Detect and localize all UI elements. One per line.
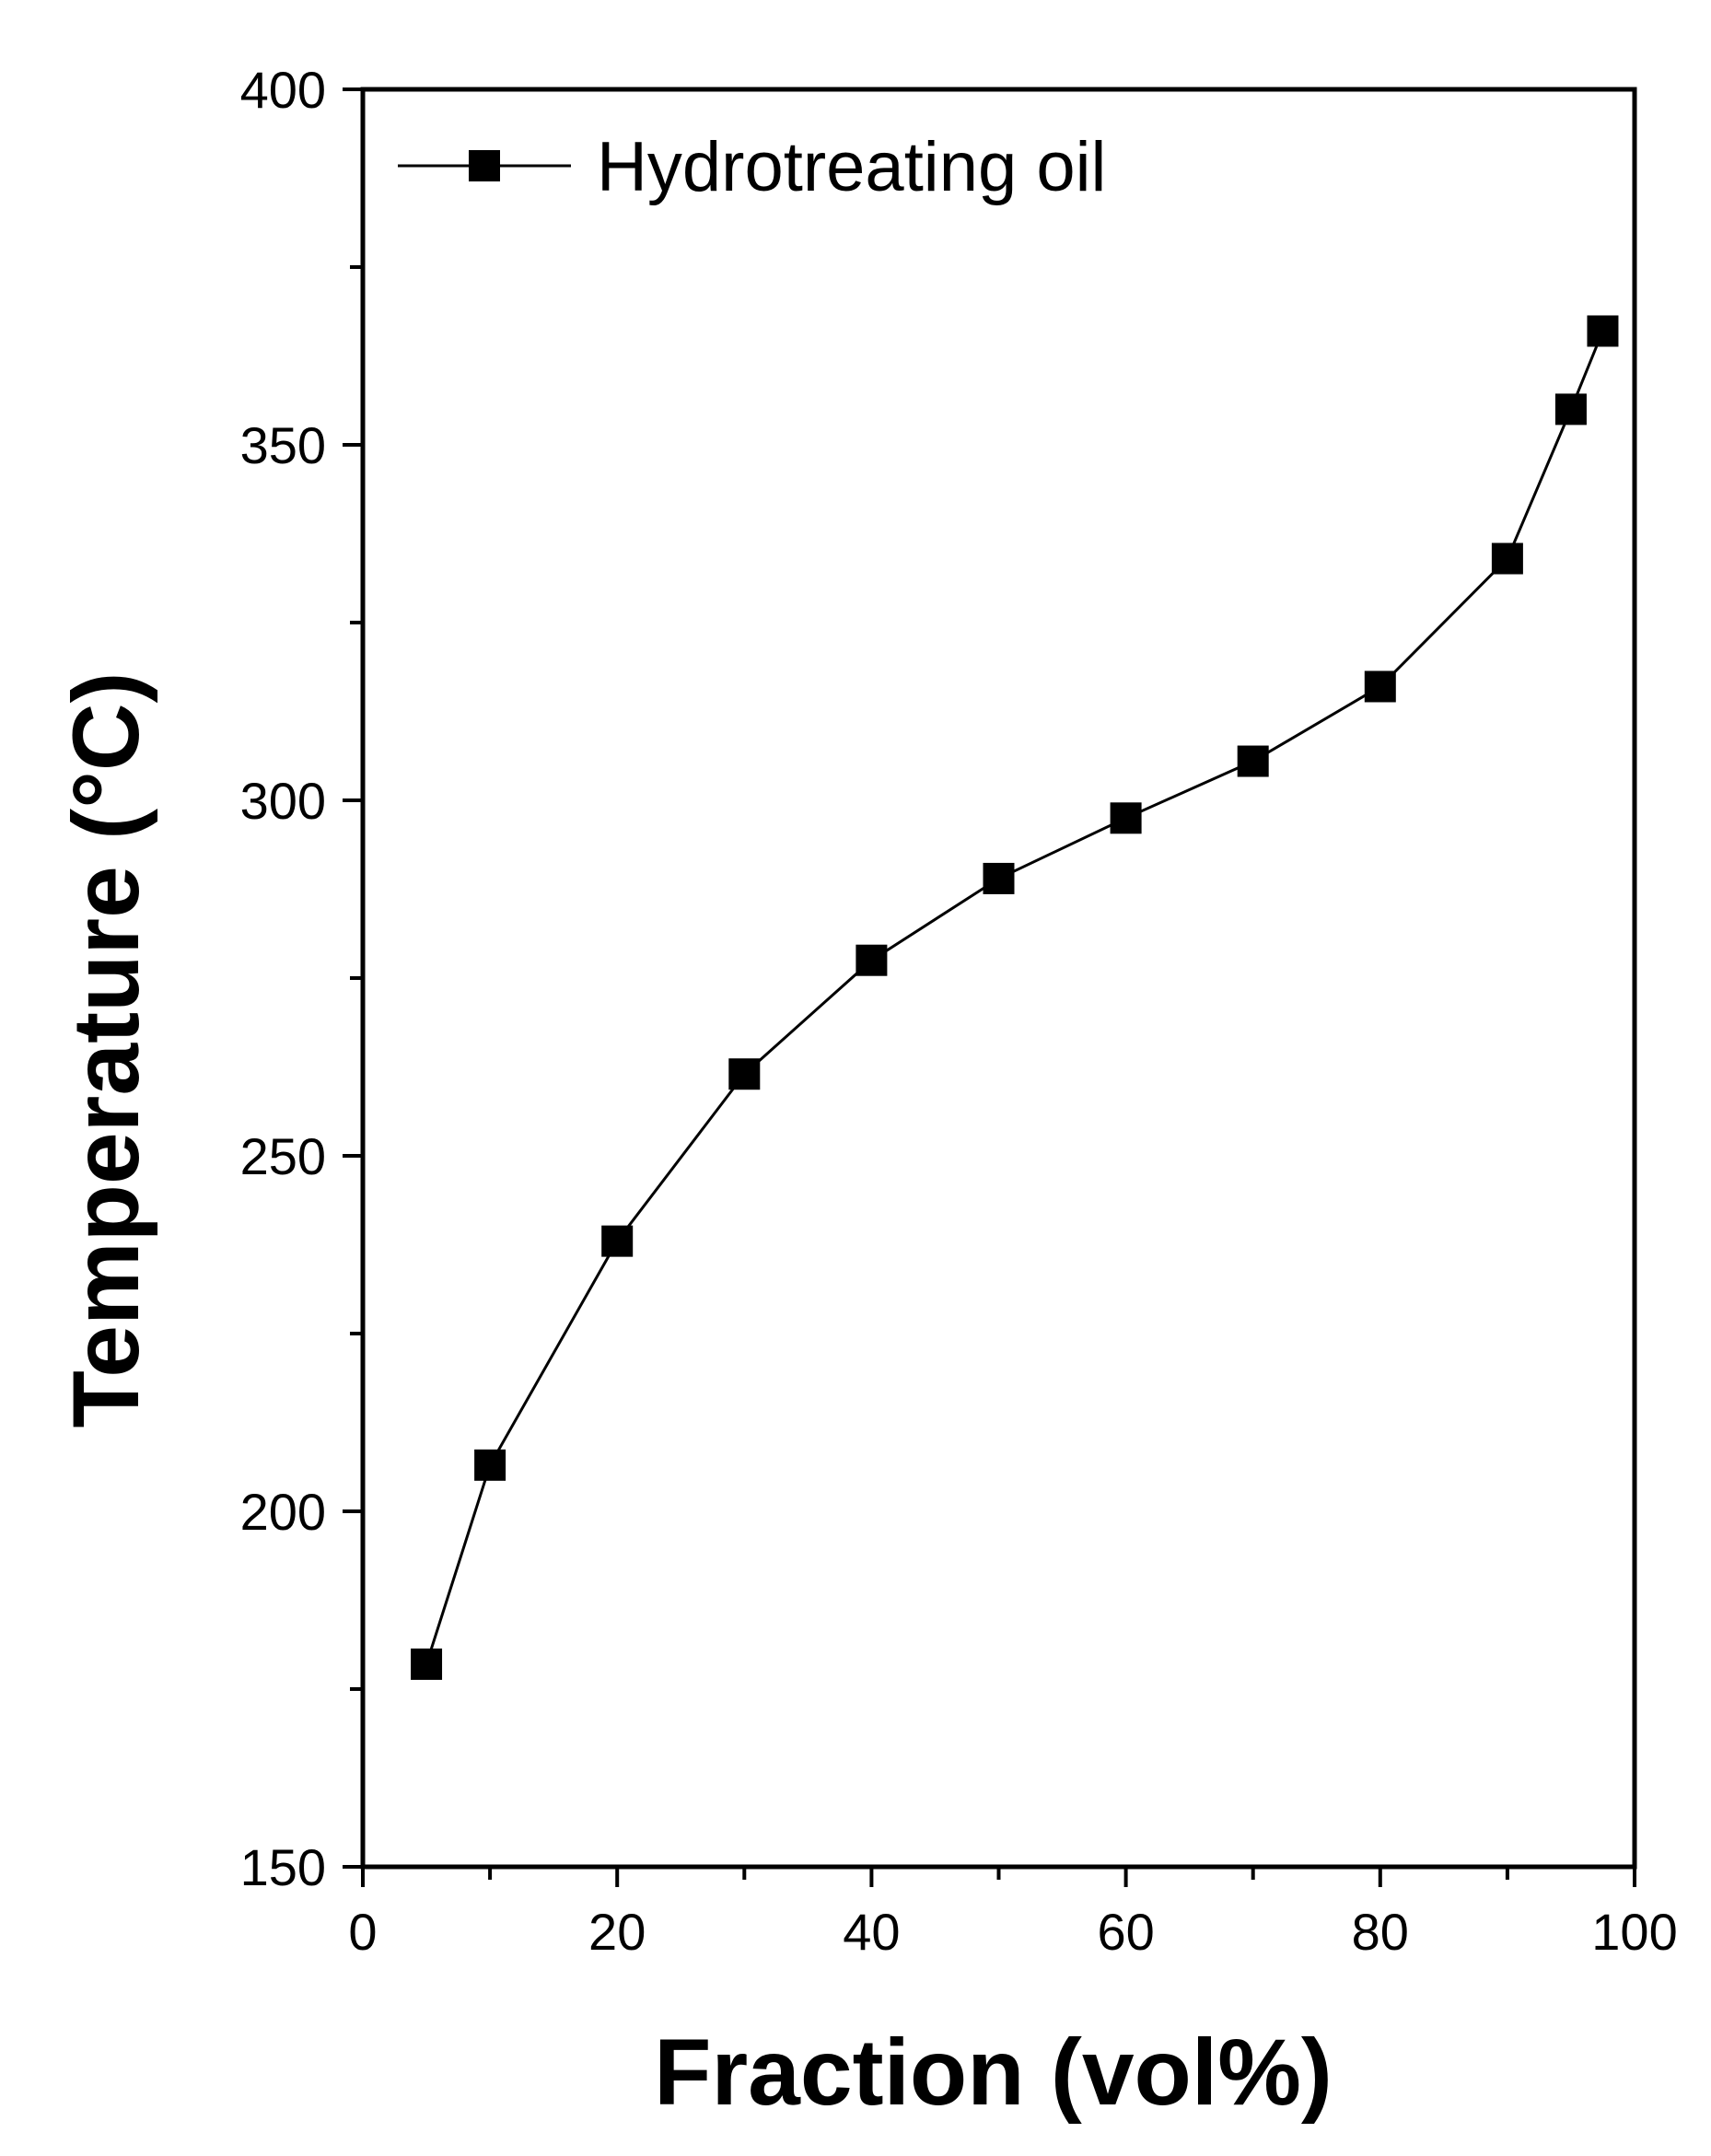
y-axis-title: Temperature (°C) — [53, 671, 158, 1428]
series-line — [425, 330, 1604, 1665]
x-tick-label: 40 — [843, 1903, 900, 1961]
data-point — [856, 944, 888, 976]
data-point — [1587, 315, 1619, 347]
x-tick-label: 20 — [588, 1903, 646, 1961]
y-tick-label: 350 — [240, 416, 326, 474]
data-point — [983, 862, 1015, 894]
data-point — [601, 1225, 634, 1257]
y-tick-label: 300 — [240, 772, 326, 830]
data-point — [1554, 393, 1587, 425]
y-tick-label: 400 — [240, 61, 326, 119]
data-point — [411, 1648, 443, 1680]
data-point — [1364, 670, 1396, 703]
x-axis-ticks: 0 20 40 60 80 100 — [348, 1867, 1678, 1961]
data-point — [1237, 745, 1269, 777]
x-tick-label: 80 — [1352, 1903, 1409, 1961]
series-layer — [411, 315, 1619, 1680]
y-tick-label: 150 — [240, 1838, 326, 1896]
data-point — [474, 1449, 506, 1481]
x-axis-title: Fraction (vol%) — [654, 2020, 1333, 2125]
legend: Hydrotreating oil — [398, 128, 1106, 206]
data-point — [728, 1058, 761, 1090]
legend-marker — [469, 150, 500, 181]
x-tick-label: 60 — [1097, 1903, 1154, 1961]
plot-frame — [360, 87, 1637, 1870]
data-point — [1491, 542, 1523, 575]
y-tick-label: 250 — [240, 1127, 326, 1185]
data-point — [1110, 802, 1142, 834]
y-axis-ticks: 150 200 250 300 350 400 — [240, 61, 363, 1896]
legend-label: Hydrotreating oil — [597, 128, 1106, 206]
x-tick-label: 100 — [1591, 1903, 1677, 1961]
y-tick-label: 200 — [240, 1483, 326, 1541]
x-tick-label: 0 — [348, 1903, 377, 1961]
